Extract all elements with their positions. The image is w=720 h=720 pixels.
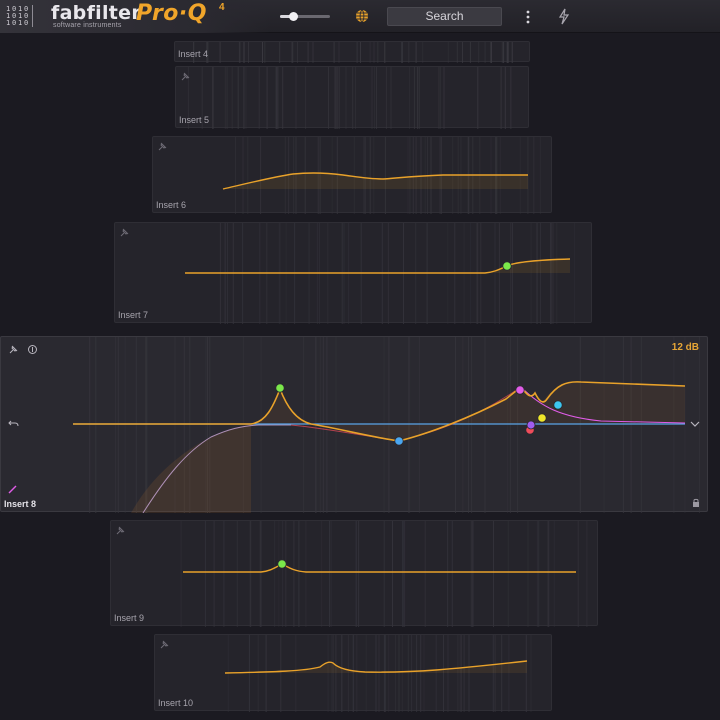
svg-text:0: 0 [24, 12, 28, 20]
lightning-icon[interactable] [558, 8, 570, 25]
globe-icon[interactable] [355, 9, 369, 23]
brand-name: fabfilter [51, 2, 142, 24]
insert-label: Insert 9 [114, 613, 145, 623]
eq-band-node[interactable] [277, 559, 287, 569]
eq-band-node[interactable] [537, 413, 547, 423]
svg-text:1: 1 [6, 5, 10, 13]
output-level-fill [280, 15, 293, 18]
eq-curve-display [222, 137, 541, 214]
eq-band-node[interactable] [275, 383, 285, 393]
compare-icon[interactable] [27, 344, 38, 355]
insert-label: Insert 6 [156, 200, 187, 210]
eq-curve-display [185, 223, 575, 324]
insert-panel-5[interactable]: Insert 5 [175, 66, 529, 129]
eq-band-node[interactable] [394, 436, 404, 446]
output-level-knob[interactable] [288, 12, 298, 21]
svg-text:0: 0 [12, 5, 16, 13]
svg-text:0: 0 [12, 12, 16, 20]
pencil-icon[interactable] [8, 484, 18, 494]
product-version: 4 [219, 2, 225, 13]
insert-label: Insert 5 [179, 115, 210, 125]
product-name: Pro·Q [136, 1, 207, 26]
eq-curve-display[interactable] [1, 337, 709, 513]
undo-icon[interactable] [8, 419, 19, 429]
svg-text:0: 0 [12, 19, 16, 27]
pin-icon[interactable] [157, 141, 168, 152]
pin-icon[interactable] [119, 227, 130, 238]
insert-panel-7[interactable]: Insert 7 [114, 222, 592, 324]
eq-curve-display [224, 635, 532, 712]
spectrum-display [187, 67, 512, 129]
eq-band-node[interactable] [526, 420, 536, 430]
lock-icon[interactable] [692, 498, 700, 507]
pin-icon[interactable] [115, 525, 126, 536]
insert-label: Insert 4 [178, 49, 209, 59]
spectrum-display [193, 42, 513, 63]
svg-text:1: 1 [18, 19, 22, 27]
eq-band-node[interactable] [502, 261, 512, 271]
svg-text:0: 0 [24, 19, 28, 27]
insert-label: Insert 7 [118, 310, 149, 320]
pin-icon[interactable] [159, 639, 170, 650]
svg-text:1: 1 [18, 12, 22, 20]
pin-icon[interactable] [8, 344, 19, 355]
insert-panel-6[interactable]: Insert 6 [152, 136, 552, 214]
search-button[interactable]: Search [387, 7, 502, 26]
chevron-down-icon[interactable] [690, 420, 700, 428]
brand-subtitle: software instruments [53, 22, 122, 29]
insert-label: Insert 10 [158, 698, 194, 708]
svg-text:1: 1 [18, 5, 22, 13]
pin-icon[interactable] [180, 71, 191, 82]
eq-band-node[interactable] [553, 400, 563, 410]
svg-text:1: 1 [6, 12, 10, 20]
output-level-slider[interactable] [280, 12, 330, 21]
insert-panel-10[interactable]: Insert 10 [154, 634, 552, 712]
insert-panel-8[interactable]: 12 dB Insert 8 [0, 336, 709, 513]
eq-curve-display [180, 521, 588, 627]
more-menu-icon[interactable] [524, 9, 532, 25]
svg-text:1: 1 [6, 19, 10, 27]
insert-panel-9[interactable]: Insert 9 [110, 520, 598, 627]
insert-panel-4[interactable]: Insert 4 [174, 41, 530, 63]
svg-text:0: 0 [24, 5, 28, 13]
range-label[interactable]: 12 dB [671, 342, 699, 353]
eq-band-node[interactable] [515, 385, 525, 395]
insert-label: Insert 8 [4, 499, 37, 509]
